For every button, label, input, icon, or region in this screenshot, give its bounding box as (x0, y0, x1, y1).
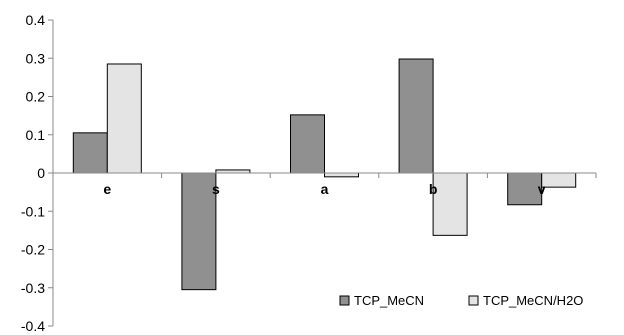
legend: TCP_MeCN TCP_MeCN/H2O (339, 293, 583, 308)
y-tick-label: -0.3 (21, 280, 45, 296)
y-tick-label: 0 (37, 165, 45, 181)
bar-tcp-mecn-b (398, 58, 434, 174)
category-label-v: v (538, 181, 546, 197)
y-axis-ticks: -0.4 -0.3 -0.2 -0.1 0 0.1 0.2 0.3 0.4 (21, 12, 53, 334)
legend-label: TCP_MeCN/H2O (483, 293, 583, 308)
bar-tcp-mecn-h2o-v (541, 172, 577, 188)
axes (52, 20, 597, 326)
legend-swatch (468, 295, 479, 306)
bar-tcp-mecn-h2o-b (432, 172, 468, 236)
bar-tcp-mecn-s (181, 172, 217, 291)
legend-item-tcp-mecn: TCP_MeCN (339, 293, 424, 308)
bars (72, 58, 577, 291)
y-tick-label: -0.4 (21, 318, 45, 334)
category-label-b: b (429, 181, 438, 197)
y-tick-label: 0.4 (26, 12, 46, 28)
y-tick-label: -0.1 (21, 203, 45, 219)
y-tick-label: 0.3 (26, 50, 46, 66)
bar-tcp-mecn-v (507, 172, 543, 206)
legend-swatch (339, 295, 350, 306)
bar-tcp-mecn-h2o-a (324, 172, 359, 178)
legend-item-tcp-mecn-h2o: TCP_MeCN/H2O (468, 293, 583, 308)
category-label-e: e (103, 181, 111, 197)
bar-tcp-mecn-e (72, 132, 108, 174)
bar-tcp-mecn-a (290, 114, 325, 174)
y-tick-label: 0.2 (26, 89, 46, 105)
y-tick-label: 0.1 (26, 127, 46, 143)
bar-tcp-mecn-h2o-e (106, 63, 142, 174)
legend-label: TCP_MeCN (354, 293, 424, 308)
category-label-a: a (321, 181, 329, 197)
y-tick-label: -0.2 (21, 242, 45, 258)
category-label-s: s (212, 181, 220, 197)
